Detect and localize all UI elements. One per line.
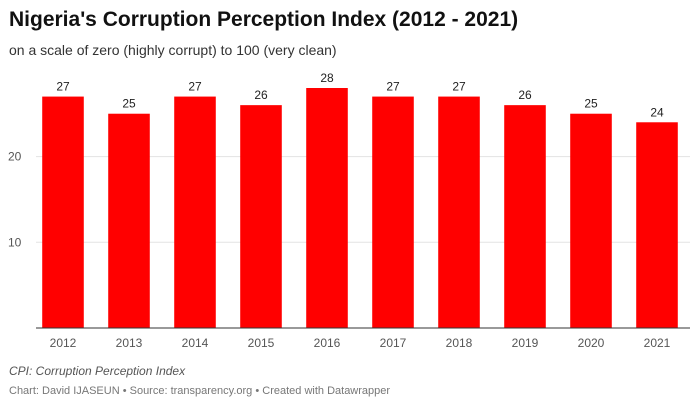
x-tick-label: 2020 xyxy=(578,336,605,350)
y-tick-label: 20 xyxy=(8,150,22,164)
bar xyxy=(174,96,216,328)
bar-value-label: 25 xyxy=(584,97,598,111)
bar-value-label: 24 xyxy=(650,105,664,119)
x-tick-label: 2018 xyxy=(446,336,473,350)
bar xyxy=(636,122,678,329)
bar xyxy=(42,96,84,328)
bar xyxy=(504,105,546,329)
chart-credits: Chart: David IJASEUN • Source: transpare… xyxy=(9,385,391,397)
bar xyxy=(108,113,150,328)
x-tick-label: 2019 xyxy=(512,336,539,350)
x-tick-label: 2013 xyxy=(116,336,143,350)
y-tick-label: 10 xyxy=(8,235,22,249)
bar xyxy=(438,96,480,328)
x-tick-label: 2016 xyxy=(314,336,341,350)
bar-value-label: 27 xyxy=(188,80,202,94)
bar-value-label: 27 xyxy=(452,80,466,94)
chart-note: CPI: Corruption Perception Index xyxy=(9,364,186,378)
chart-subtitle: on a scale of zero (highly corrupt) to 1… xyxy=(9,42,337,58)
x-tick-label: 2012 xyxy=(50,336,77,350)
x-tick-label: 2014 xyxy=(182,336,209,350)
bar xyxy=(306,88,348,328)
bar xyxy=(240,105,282,329)
x-tick-label: 2015 xyxy=(248,336,275,350)
bar-value-label: 26 xyxy=(254,88,268,102)
x-tick-label: 2021 xyxy=(644,336,671,350)
bar-value-label: 25 xyxy=(122,97,136,111)
bar-value-label: 28 xyxy=(320,71,334,85)
bar xyxy=(372,96,414,328)
x-tick-label: 2017 xyxy=(380,336,407,350)
bar-value-label: 26 xyxy=(518,88,532,102)
chart-title: Nigeria's Corruption Perception Index (2… xyxy=(9,8,519,31)
bar xyxy=(570,113,612,328)
bar-value-label: 27 xyxy=(386,80,400,94)
bar-value-label: 27 xyxy=(56,80,70,94)
